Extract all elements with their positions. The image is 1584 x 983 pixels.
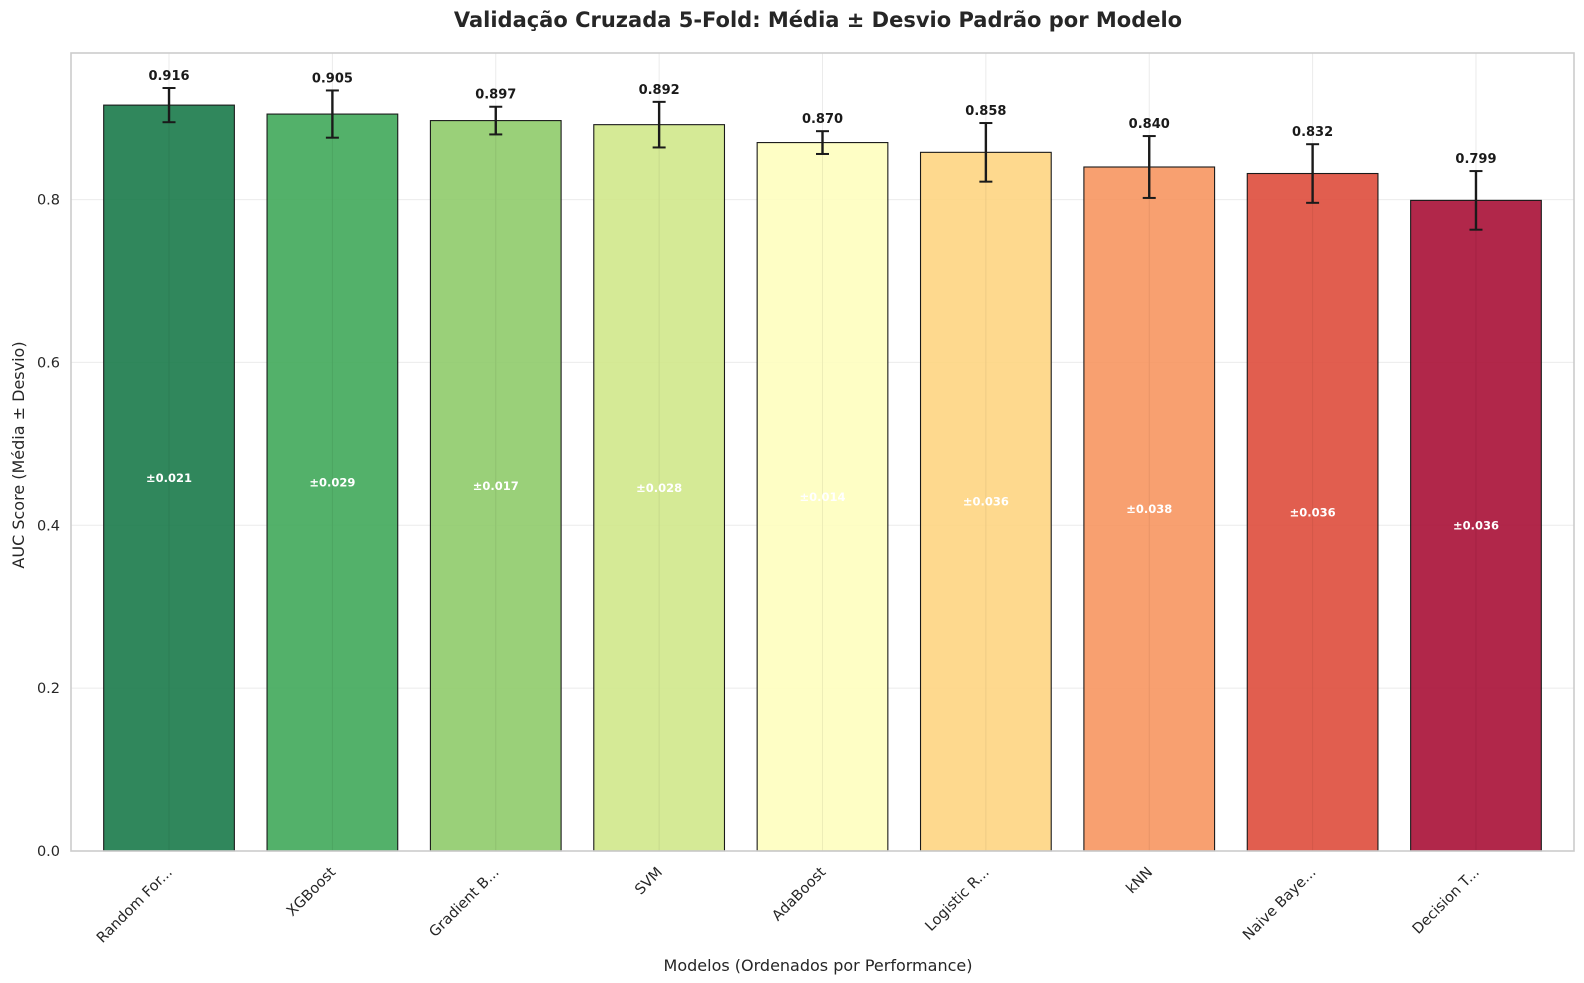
x-tick-label: XGBoost: [284, 864, 339, 919]
x-tick-label: Random For...: [94, 865, 176, 947]
x-tick-label: AdaBoost: [769, 864, 829, 924]
std-label: ±0.028: [636, 481, 682, 495]
std-label: ±0.036: [1290, 505, 1336, 519]
x-tick-label: Decision T...: [1410, 865, 1483, 938]
std-label: ±0.029: [309, 476, 355, 490]
bar: [593, 124, 726, 852]
x-tick-label: Gradient B...: [427, 865, 503, 941]
bar: [1083, 166, 1216, 852]
value-label: 0.905: [312, 71, 353, 86]
value-label: 0.892: [639, 83, 680, 98]
y-tick-label: 0.4: [37, 518, 60, 534]
x-tick-label: SVM: [632, 865, 666, 899]
x-tick-label: kNN: [1123, 865, 1156, 898]
plot-frame: [70, 52, 1575, 852]
chart-title: Validação Cruzada 5-Fold: Média ± Desvio…: [454, 8, 1182, 32]
value-label: 0.799: [1455, 152, 1496, 167]
value-label: 0.916: [148, 69, 189, 84]
error-bars-layer: [162, 87, 1483, 231]
std-label: ±0.014: [799, 490, 845, 504]
y-axis-label: AUC Score (Média ± Desvio): [9, 341, 28, 568]
value-label: 0.840: [1129, 117, 1170, 132]
std-label: ±0.021: [146, 471, 192, 485]
std-label: ±0.038: [1126, 502, 1172, 516]
std-label: ±0.017: [473, 479, 519, 493]
bar: [756, 142, 889, 852]
bar: [1410, 199, 1542, 852]
x-tick-label: Naive Baye...: [1240, 865, 1319, 944]
y-tick-label: 0.0: [37, 844, 60, 860]
y-tick-label: 0.6: [37, 355, 60, 371]
value-label: 0.870: [802, 112, 843, 127]
bar: [266, 113, 399, 852]
y-tick-label: 0.8: [37, 193, 60, 209]
std-label: ±0.036: [963, 495, 1009, 509]
bar: [1246, 172, 1379, 852]
value-label: 0.897: [475, 88, 516, 103]
std-label: ±0.036: [1453, 519, 1499, 533]
bar: [429, 120, 562, 852]
y-tick-label: 0.2: [37, 681, 60, 697]
bar: [103, 104, 235, 852]
data-labels-layer: 0.916 ±0.021 0.905 ±0.029 0.897 ±0.017 0.892 ±0…: [146, 69, 1499, 533]
bars-layer: [103, 104, 1542, 852]
value-label: 0.858: [965, 104, 1006, 119]
x-tick-label: Logistic R...: [923, 865, 993, 935]
x-axis-label: Modelos (Ordenados por Performance): [664, 956, 973, 975]
value-label: 0.832: [1292, 125, 1333, 140]
